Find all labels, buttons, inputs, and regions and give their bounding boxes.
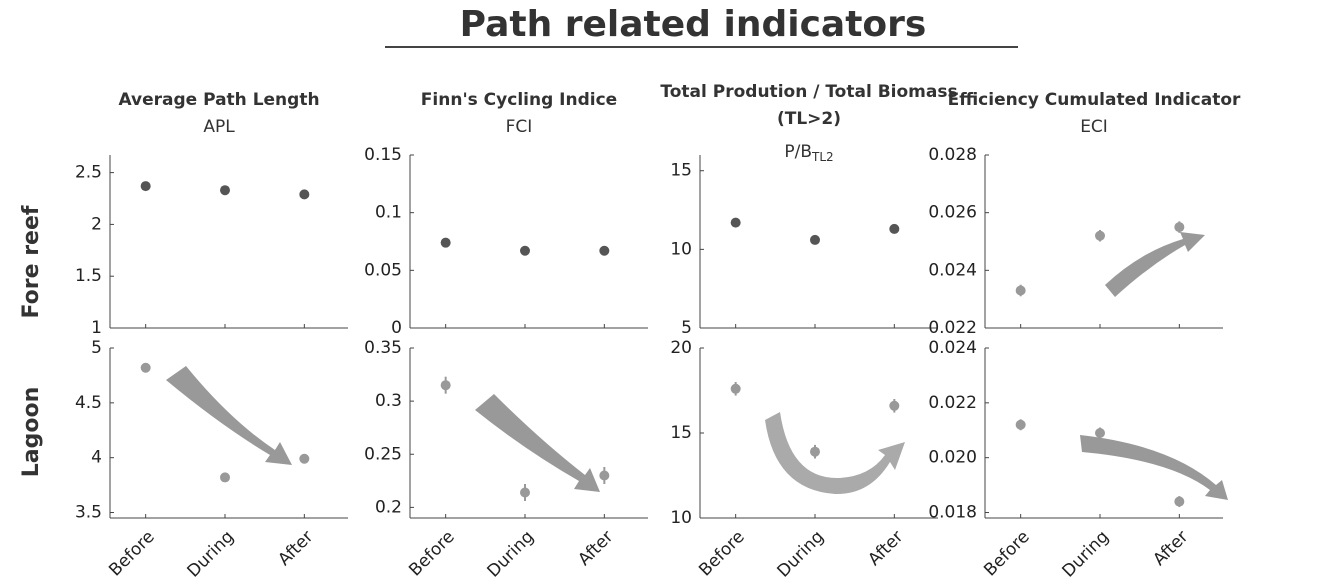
y-tick-label: 0.018 [928, 503, 977, 523]
y-tick-label: 0.2 [375, 497, 402, 517]
row-label: Lagoon [19, 387, 44, 478]
y-tick-label: 0.25 [364, 444, 402, 464]
x-tick-label: During [1059, 527, 1114, 580]
panel-subtitle: APL [203, 117, 235, 137]
y-tick-label: 15 [670, 161, 692, 181]
panel-title: Finn's Cycling Indice [421, 90, 617, 110]
point [440, 237, 451, 248]
y-tick-label: 0.024 [928, 338, 977, 358]
point [730, 383, 741, 394]
subtitle-text: APL [203, 117, 235, 137]
panel-subtitle: P/BTL2 [784, 142, 833, 164]
y-tick-label: 0.020 [928, 448, 977, 468]
panel-title: (TL>2) [777, 109, 841, 129]
x-tick-label: After [864, 527, 907, 570]
subtitle-text: FCI [506, 117, 533, 137]
y-tick-label: 0.026 [928, 203, 977, 223]
point [220, 472, 230, 483]
point [730, 217, 741, 228]
point [299, 453, 310, 464]
point [220, 185, 230, 196]
arrow [1105, 232, 1205, 297]
arrow [166, 366, 292, 465]
point [810, 446, 820, 457]
y-tick-label: 4.5 [75, 393, 102, 413]
x-tick-label: Before [980, 527, 1033, 580]
row-label: Fore reef [19, 205, 44, 318]
point [599, 470, 610, 481]
point [1174, 496, 1185, 507]
x-tick-label: During [184, 527, 239, 580]
point [1174, 222, 1185, 233]
y-tick-label: 2.5 [75, 163, 102, 183]
x-tick-label: Before [695, 527, 748, 580]
y-tick-label: 2 [91, 214, 102, 234]
y-tick-label: 4 [91, 448, 102, 468]
y-tick-label: 0.15 [364, 145, 402, 165]
y-tick-label: 0.3 [375, 391, 402, 411]
subtitle-text: ECI [1080, 117, 1108, 137]
arrow [475, 394, 600, 492]
y-tick-label: 20 [670, 338, 692, 358]
y-tick-label: 0.1 [375, 203, 402, 223]
x-tick-label: Before [405, 527, 458, 580]
x-tick-label: During [484, 527, 539, 580]
y-tick-label: 0 [391, 318, 402, 338]
y-tick-label: 5 [91, 338, 102, 358]
x-tick-label: After [274, 527, 317, 570]
arrow [765, 412, 905, 495]
y-tick-label: 0.022 [928, 393, 977, 413]
point [140, 181, 151, 192]
y-tick-label: 15 [670, 423, 692, 443]
x-tick-label: During [774, 527, 829, 580]
point [1015, 419, 1026, 430]
point [889, 223, 900, 234]
y-tick-label: 5 [681, 318, 692, 338]
y-tick-label: 1.5 [75, 266, 102, 286]
point [1095, 230, 1105, 241]
x-tick-label: After [574, 527, 617, 570]
trend-arrows [166, 232, 1228, 500]
panel-title: Average Path Length [118, 90, 319, 110]
point [1095, 428, 1105, 438]
point [889, 400, 900, 411]
panel-subtitle: ECI [1080, 117, 1108, 137]
y-tick-label: 0.05 [364, 260, 402, 280]
subtitle-text: P/B [784, 142, 812, 162]
point [520, 245, 530, 256]
subtitle-subscript: TL2 [811, 150, 834, 164]
point [299, 189, 310, 200]
panel-title: Total Prodution / Total Biomass [660, 82, 957, 102]
point [1015, 285, 1026, 296]
y-tick-label: 1 [91, 318, 102, 338]
point [599, 245, 610, 256]
arrow [1080, 435, 1228, 500]
y-tick-label: 0.35 [364, 338, 402, 358]
y-tick-label: 0.022 [928, 318, 977, 338]
y-tick-label: 3.5 [75, 503, 102, 523]
x-tick-label: After [1149, 527, 1192, 570]
panel-title: Efficiency Cumulated Indicator [948, 90, 1241, 110]
y-tick-label: 0.024 [928, 260, 977, 280]
point [520, 487, 530, 498]
point [140, 362, 151, 373]
y-tick-label: 10 [670, 239, 692, 259]
figure-title: Path related indicators [460, 4, 927, 45]
panel-subtitle: FCI [506, 117, 533, 137]
y-tick-label: 0.028 [928, 145, 977, 165]
point [440, 380, 451, 391]
y-tick-label: 10 [670, 508, 692, 528]
point [810, 234, 820, 245]
x-tick-label: Before [105, 527, 158, 580]
